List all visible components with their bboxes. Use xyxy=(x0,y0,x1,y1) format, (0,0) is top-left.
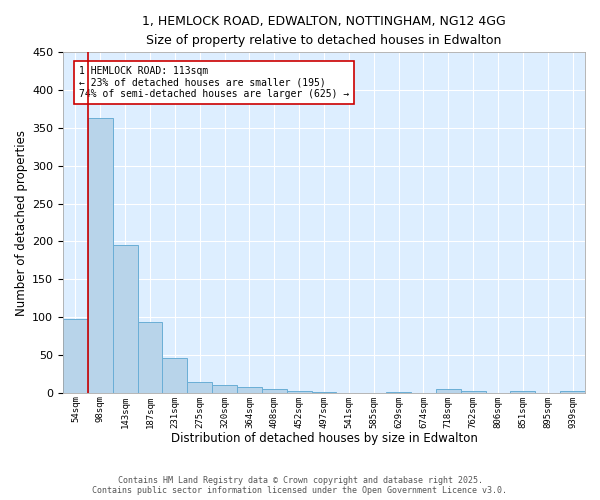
Title: 1, HEMLOCK ROAD, EDWALTON, NOTTINGHAM, NG12 4GG
Size of property relative to det: 1, HEMLOCK ROAD, EDWALTON, NOTTINGHAM, N… xyxy=(142,15,506,47)
Bar xyxy=(511,392,535,393)
Bar xyxy=(88,118,113,393)
Bar xyxy=(113,246,137,393)
X-axis label: Distribution of detached houses by size in Edwalton: Distribution of detached houses by size … xyxy=(170,432,478,445)
Bar xyxy=(163,358,187,393)
Bar xyxy=(461,390,485,393)
Bar xyxy=(63,318,88,393)
Bar xyxy=(187,382,212,393)
Bar xyxy=(212,385,237,393)
Bar xyxy=(386,392,411,393)
Bar xyxy=(436,389,461,393)
Y-axis label: Number of detached properties: Number of detached properties xyxy=(15,130,28,316)
Text: Contains HM Land Registry data © Crown copyright and database right 2025.
Contai: Contains HM Land Registry data © Crown c… xyxy=(92,476,508,495)
Bar xyxy=(237,387,262,393)
Bar xyxy=(287,390,311,393)
Bar xyxy=(311,392,337,393)
Bar xyxy=(137,322,163,393)
Bar xyxy=(262,389,287,393)
Text: 1 HEMLOCK ROAD: 113sqm
← 23% of detached houses are smaller (195)
74% of semi-de: 1 HEMLOCK ROAD: 113sqm ← 23% of detached… xyxy=(79,66,349,99)
Bar xyxy=(560,390,585,393)
